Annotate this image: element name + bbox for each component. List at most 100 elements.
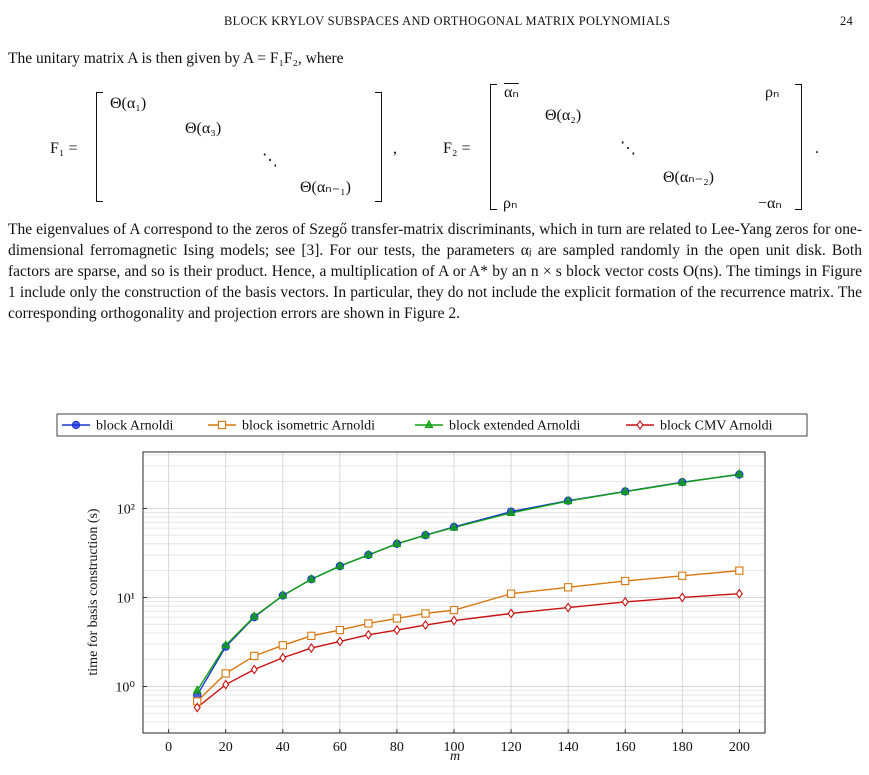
marker [392,538,402,547]
marker [636,419,644,431]
marker [335,560,345,570]
series-line [196,473,740,691]
legend-label: block isometric Arnoldi [242,419,375,434]
marker [279,652,287,663]
marker [621,596,629,607]
marker [364,619,373,628]
x-tick-label: 60 [333,740,347,755]
marker [249,611,259,620]
x-tick-label: 20 [219,740,233,755]
legend-label: block Arnoldi [96,419,173,434]
marker [421,609,430,618]
page-number: 24 [840,14,854,28]
x-tick-label: 140 [558,740,579,755]
series-line [196,473,740,696]
marker [278,641,287,650]
marker [734,468,744,478]
marker [563,583,573,592]
matrix-entry: Θ(α₃) [185,120,222,137]
series-line [196,569,740,702]
grid [143,452,765,734]
marker [424,419,434,429]
marker [222,679,230,690]
y-axis-label: time for basis construction (s) [86,508,101,676]
marker [506,589,516,598]
legend-label: block extended Arnoldi [449,419,581,434]
bracket [490,84,497,210]
marker [278,590,288,599]
marker [735,588,743,599]
marker [563,495,573,505]
y-tick-label: 10² [117,502,135,517]
marker [506,507,516,516]
marker [620,486,630,495]
marker [307,642,315,654]
marker [193,702,201,713]
legend-entry: block CMV Arnoldi [626,419,773,434]
marker [678,592,686,603]
x-tick-label: 160 [615,740,636,755]
matrix-entry: ρₙ [503,195,518,212]
legend-entry: block isometric Arnoldi [208,419,375,434]
matrix-entry: Θ(α₂) [545,107,582,124]
matrix-entry: αₙ [504,84,519,101]
marker [678,571,687,580]
marker [420,529,430,539]
plot-frame [142,451,766,734]
matrix-entry: −αₙ [758,195,782,212]
marker [364,629,372,640]
marker [71,420,81,430]
y-tick-label: 10⁰ [115,680,135,695]
x-tick-label: 80 [390,740,404,755]
x-tick-label: 40 [276,740,290,755]
marker [621,576,630,586]
bracket [375,92,382,202]
legend-entry: block Arnoldi [62,419,173,434]
marker [221,639,231,649]
matrix-entry: ρₙ [765,84,780,101]
intro-text: The unitary matrix A is then given by A … [8,50,344,67]
marker [217,420,227,430]
marker [507,608,515,619]
marker [393,624,401,636]
marker [677,477,687,486]
marker [421,619,430,631]
marker [250,651,259,661]
punctuation: , [393,140,397,157]
x-tick-label: 100 [444,740,465,755]
marker [564,602,572,613]
matrix-entry: Θ(α₁) [110,95,147,112]
matrix-label: F₁ = [50,140,78,157]
matrix-label: F₂ = [443,140,471,157]
x-tick-label: 200 [729,740,750,755]
running-title: BLOCK KRYLOV SUBSPACES AND ORTHOGONAL MA… [224,14,671,28]
legend-entry: block extended Arnoldi [415,419,581,434]
y-tick-label: 10¹ [117,591,135,606]
matrix-entry: Θ(αₙ₋₁) [300,179,351,196]
marker [192,685,202,694]
matrix-entry: ⋱ [262,152,278,169]
matrix-entry: Θ(αₙ₋₂) [663,169,714,186]
punctuation: . [815,140,819,157]
paragraph: The eigenvalues of A correspond to the z… [8,221,862,322]
marker [250,664,258,675]
marker [306,573,316,583]
bracket [795,84,802,210]
marker [221,669,230,678]
marker [735,566,744,575]
x-tick-label: 120 [501,740,522,755]
matrix-entry: ⋱ [620,140,636,157]
marker [450,615,458,626]
x-tick-label: 0 [165,740,172,755]
bracket [96,92,103,202]
marker [335,625,345,635]
x-tick-label: 180 [672,740,693,755]
x-axis-label: m [450,749,460,764]
marker [392,614,402,623]
marker [363,549,373,559]
marker [449,522,459,531]
marker [449,605,459,615]
marker [307,631,316,641]
